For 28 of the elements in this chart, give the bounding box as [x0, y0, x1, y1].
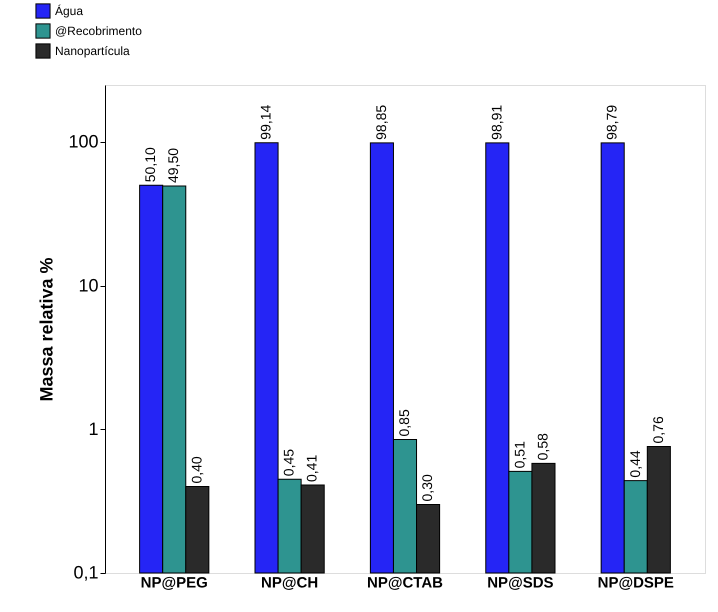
data-label: 99,14	[258, 104, 274, 140]
y-tick-label: 1	[88, 418, 98, 439]
data-label: 50,10	[142, 147, 158, 182]
y-tick-label: 10	[78, 275, 98, 296]
y-tick-label: 0,1	[73, 562, 98, 582]
x-tick-label: NP@CH	[261, 574, 318, 592]
data-label: 98,79	[604, 104, 620, 140]
data-label: 98,91	[488, 104, 504, 140]
x-tick-label: NP@DSPE	[598, 574, 674, 592]
y-tick-label: 100	[68, 132, 98, 152]
legend-label: Água	[55, 4, 84, 18]
x-tick-label: NP@PEG	[140, 574, 208, 592]
data-label: 0,76	[650, 416, 666, 444]
data-label: 98,85	[372, 104, 389, 140]
y-axis-title: Massa relativa %	[36, 257, 56, 402]
data-label: 0,45	[280, 448, 297, 476]
x-tick-label: NP@SDS	[487, 574, 554, 592]
data-label: 0,41	[304, 454, 320, 482]
data-label: 0,85	[396, 409, 412, 437]
data-label: 0,30	[419, 474, 436, 502]
data-label: 0,58	[534, 432, 550, 460]
legend-label: Nanopartícula	[55, 44, 130, 58]
data-label: 0,44	[626, 450, 643, 478]
legend-label: @Recobrimento	[55, 24, 142, 38]
data-label: 0,51	[511, 440, 528, 468]
data-label: 0,40	[188, 456, 204, 484]
data-label: 49,50	[165, 148, 182, 184]
x-tick-label: NP@CTAB	[366, 574, 444, 592]
